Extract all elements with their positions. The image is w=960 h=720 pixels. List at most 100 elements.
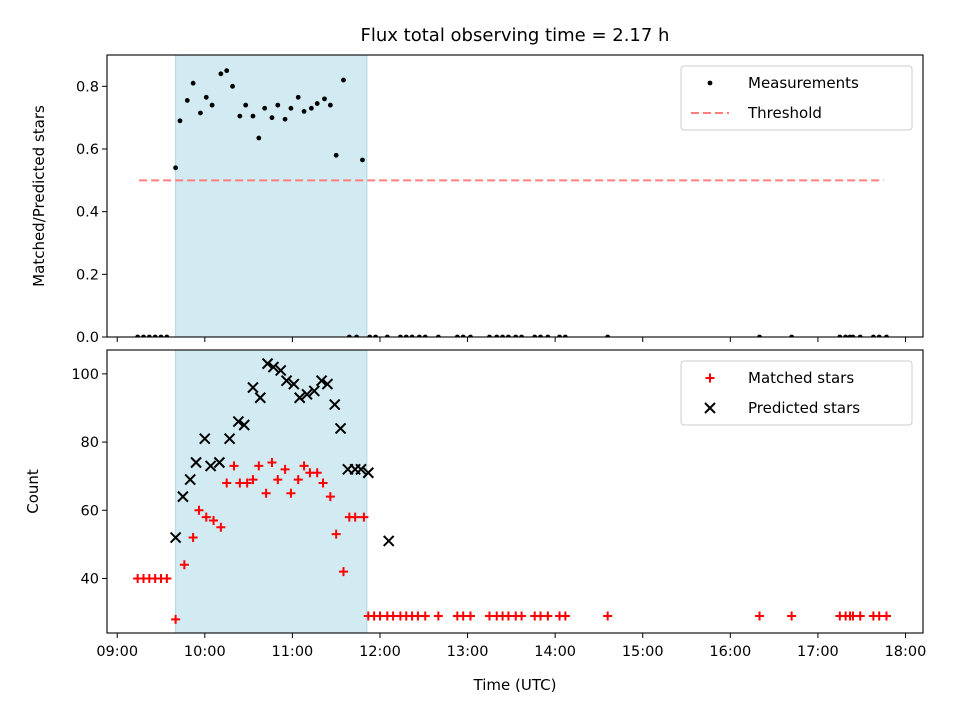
predicted-stars-marker <box>355 463 367 476</box>
measurements-point <box>224 68 230 74</box>
matched-stars-marker <box>543 611 553 621</box>
y-tick-label: 0.2 <box>76 267 99 283</box>
legend-label: Matched stars <box>748 369 854 387</box>
predicted-stars-marker <box>334 422 347 435</box>
data-layer <box>133 357 892 624</box>
measurements-point <box>177 118 183 124</box>
measurements-point <box>322 96 327 102</box>
measurements-point <box>562 334 568 337</box>
matched-stars-marker <box>855 611 865 621</box>
predicted-stars-marker <box>232 415 245 428</box>
predicted-stars-marker <box>288 378 300 390</box>
matched-stars-marker <box>338 567 348 577</box>
y-tick-label: 0.0 <box>76 330 99 346</box>
matched-stars-marker <box>179 560 189 570</box>
measurements-point <box>184 98 190 103</box>
measurements-point <box>237 113 243 119</box>
predicted-stars-marker <box>204 460 217 472</box>
measurements-point <box>384 334 390 337</box>
predicted-stars-marker <box>280 374 293 387</box>
measurements-point <box>341 77 346 83</box>
measurements-point <box>545 334 551 337</box>
measurements-point <box>198 110 203 116</box>
measurements-point <box>230 83 235 89</box>
measurements-point <box>513 334 519 337</box>
matched-stars-marker <box>248 475 258 485</box>
measurements-point <box>789 334 795 337</box>
measurements-point <box>164 334 170 337</box>
matched-stars-marker <box>787 611 797 621</box>
matched-stars-marker <box>312 468 322 478</box>
measurements-point <box>506 334 511 337</box>
data-layer <box>135 68 889 337</box>
measurements-point <box>243 102 249 108</box>
measurements-point <box>409 334 415 337</box>
predicted-stars-marker <box>213 456 226 469</box>
matched-stars-marker <box>293 475 303 485</box>
measurements-point <box>346 334 352 337</box>
predicted-stars-marker <box>238 419 250 431</box>
measurements-point <box>500 334 505 337</box>
measurements-point <box>538 334 543 337</box>
predicted-stars-marker <box>329 398 341 411</box>
matched-stars-marker <box>229 461 239 471</box>
predicted-stars-marker <box>223 432 236 445</box>
matched-stars-marker <box>318 478 328 488</box>
x-axis-label: Time (UTC) <box>473 676 557 694</box>
measurements-point <box>295 94 301 100</box>
measurements-point <box>422 334 428 337</box>
measurements-point <box>460 334 466 337</box>
measurements-point <box>532 334 538 337</box>
y-tick-label: 0.4 <box>76 205 99 221</box>
matched-stars-marker <box>201 512 211 522</box>
observing-window-shade <box>175 350 367 633</box>
measurements-point <box>876 334 882 337</box>
x-tick-label: 09:00 <box>96 644 138 660</box>
measurements-point <box>250 113 256 119</box>
matched-stars-marker <box>222 478 232 488</box>
matched-stars-marker <box>286 488 296 498</box>
matched-stars-marker <box>359 512 369 522</box>
predicted-stars-marker <box>169 531 182 544</box>
legend-box <box>680 360 913 426</box>
predicted-stars-marker <box>383 535 395 547</box>
matched-stars-marker <box>465 611 475 621</box>
matched-stars-marker <box>299 461 309 471</box>
predicted-stars-marker <box>293 392 306 404</box>
y-tick-label: 80 <box>81 435 99 451</box>
matched-stars-marker <box>171 614 181 624</box>
chart-title: Flux total observing time = 2.17 h <box>361 25 670 46</box>
matched-stars-marker <box>882 611 892 621</box>
matched-stars-marker <box>517 611 527 621</box>
measurements-point <box>843 334 849 337</box>
matched-stars-marker <box>280 464 290 474</box>
measurements-point <box>190 80 196 86</box>
measurements-point <box>605 334 611 337</box>
measurements-point <box>308 105 314 111</box>
predicted-stars-marker <box>315 374 328 387</box>
matched-stars-marker <box>273 475 283 485</box>
measurements-point <box>468 334 473 337</box>
matched-stars-marker <box>216 522 226 532</box>
matched-stars-marker <box>209 515 219 525</box>
matched-stars-marker <box>755 611 765 621</box>
measurements-point <box>209 102 215 108</box>
matched-stars-marker <box>433 611 443 621</box>
measurements-point <box>487 334 492 337</box>
matched-stars-marker <box>560 611 570 621</box>
predicted-stars-marker <box>199 432 211 445</box>
predicted-stars-marker <box>261 357 274 370</box>
legend-marker <box>705 373 715 383</box>
measurements-point <box>837 334 843 337</box>
y-tick-label: 40 <box>81 571 99 587</box>
predicted-stars-marker <box>308 385 320 397</box>
matched-stars-marker <box>325 492 335 502</box>
x-tick-label: 15:00 <box>622 644 664 660</box>
bottom-panel-counts: 40 60 80 100 09:00 10:00 11:00 12:00 13:00 14:00 1… <box>24 349 926 694</box>
measurements-point <box>173 165 179 171</box>
measurements-point <box>288 105 294 111</box>
measurements-point <box>416 334 422 337</box>
matched-stars-marker <box>331 529 341 539</box>
legend-label: Measurements <box>748 74 859 92</box>
